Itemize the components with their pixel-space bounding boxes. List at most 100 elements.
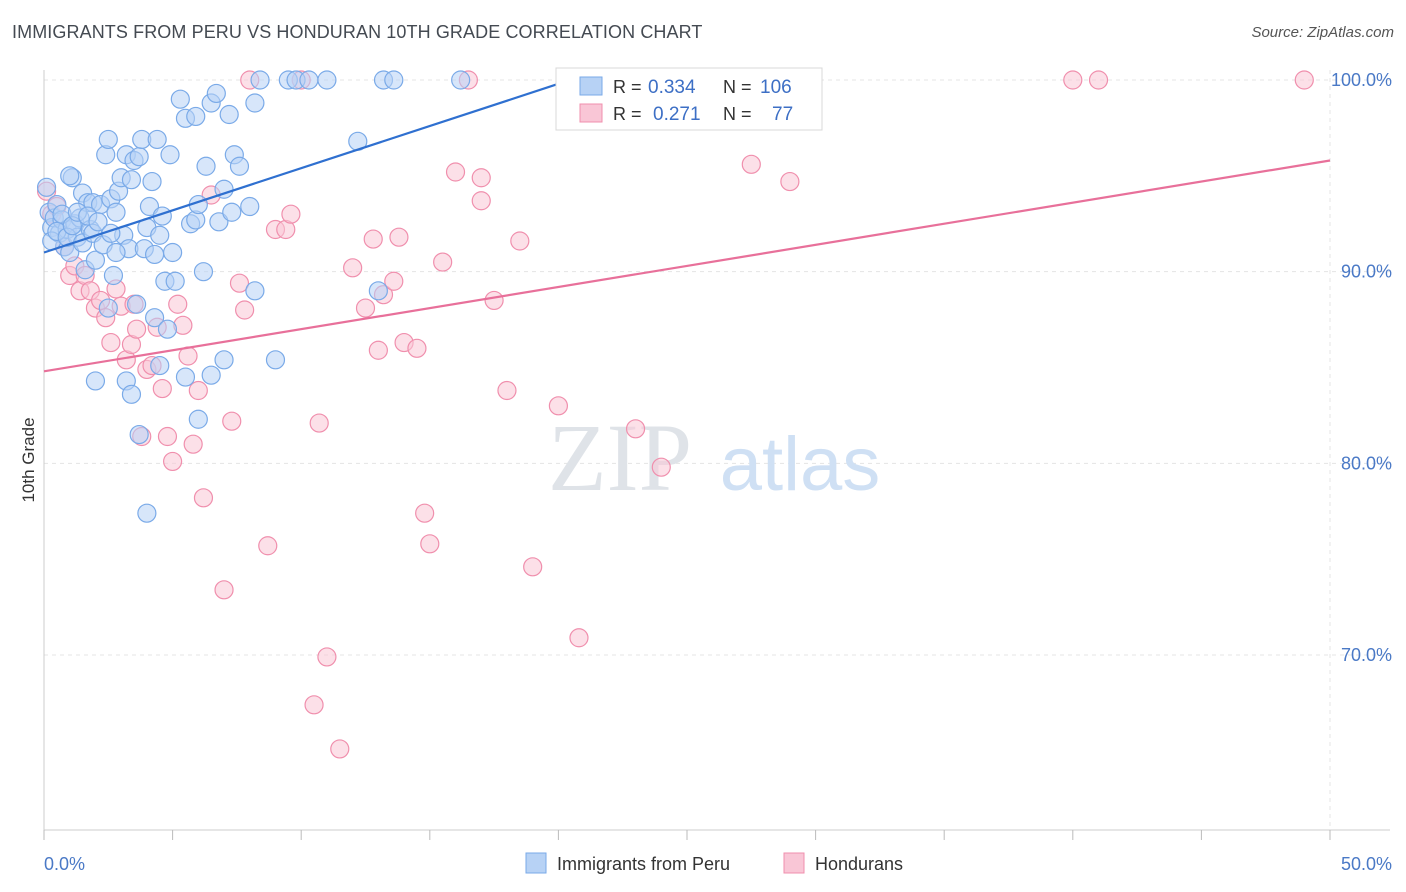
legend-n-value-peru: 106 (760, 77, 792, 98)
x-axis-ticks (43, 830, 1331, 840)
honduran-point-63 (523, 557, 543, 577)
honduran-point-17 (126, 319, 147, 339)
peru-point-77 (144, 308, 165, 328)
peru-point-34 (129, 147, 149, 167)
peru-point-19 (85, 250, 106, 270)
honduran-point-30 (193, 488, 214, 508)
legend-swatch-hondurans (579, 103, 603, 123)
peru-point-65 (317, 70, 337, 90)
bottom-legend-swatch-hondurans (783, 852, 805, 874)
honduran-point-44 (304, 695, 324, 715)
peru-point-0 (36, 177, 57, 197)
peru-point-24 (103, 265, 124, 286)
honduran-point-24 (163, 451, 183, 472)
honduran-point-35 (235, 300, 255, 320)
honduran-point-57 (445, 162, 466, 182)
peru-point-69 (451, 70, 471, 90)
legend-n-label-peru: N = (723, 77, 752, 97)
peru-point-82 (201, 365, 221, 385)
peru-point-40 (144, 244, 165, 265)
peru-point-104 (229, 156, 250, 176)
peru-point-47 (170, 89, 190, 109)
peru-point-85 (265, 350, 286, 370)
peru-point-38 (139, 196, 160, 217)
peru-point-57 (219, 104, 239, 125)
x-tick-label-min: 0.0% (44, 854, 85, 874)
source-credit: Source: ZipAtlas.com (1251, 24, 1394, 41)
honduran-point-51 (389, 227, 409, 247)
peru-point-31 (121, 170, 142, 190)
honduran-point-61 (497, 380, 517, 401)
peru-point-71 (85, 371, 106, 391)
honduran-point-34 (229, 273, 250, 293)
peru-point-22 (98, 129, 118, 150)
peru-point-84 (245, 281, 265, 301)
peru-point-86 (368, 281, 388, 301)
peru-point-72 (98, 298, 118, 318)
legend-n-label-hondurans: N = (723, 104, 752, 124)
honduran-point-33 (222, 411, 242, 431)
trendline-hondurans (43, 159, 1331, 373)
honduran-point-60 (484, 290, 504, 311)
legend-n-value-hondurans: 77 (772, 104, 793, 125)
peru-point-45 (160, 145, 180, 165)
honduran-point-37 (258, 536, 278, 556)
y-tick-label-100: 100.0% (1331, 70, 1392, 90)
peru-point-39 (142, 171, 162, 192)
watermark-atlas: atlas (720, 422, 881, 507)
peru-point-99 (106, 242, 126, 263)
series-hondurans (36, 70, 1314, 759)
peru-point-102 (222, 202, 242, 222)
legend-swatch-peru (579, 76, 603, 96)
honduran-point-64 (548, 396, 569, 416)
peru-point-83 (214, 350, 234, 370)
peru-point-46 (165, 271, 185, 291)
peru-point-42 (150, 225, 170, 245)
peru-point-80 (175, 367, 196, 387)
honduran-point-62 (510, 231, 530, 251)
legend-r-label-hondurans: R = (613, 104, 642, 124)
honduran-point-32 (214, 580, 234, 600)
honduran-point-40 (281, 204, 301, 224)
honduran-point-22 (152, 378, 172, 399)
honduran-point-54 (415, 503, 435, 523)
peru-point-76 (137, 503, 157, 523)
honduran-point-66 (625, 419, 646, 439)
y-tick-labels: 70.0% 80.0% 90.0% 100.0% (1331, 70, 1392, 665)
honduran-point-23 (157, 426, 178, 447)
peru-point-96 (88, 212, 108, 232)
peru-point-41 (147, 129, 167, 150)
honduran-point-42 (309, 413, 329, 433)
y-axis-label: 10th Grade (19, 417, 38, 502)
honduran-point-45 (330, 739, 350, 759)
peru-point-70 (60, 166, 80, 186)
honduran-point-29 (188, 380, 208, 401)
legend-r-label-peru: R = (613, 77, 642, 97)
y-tick-label-70: 70.0% (1341, 645, 1392, 665)
honduran-point-53 (407, 338, 427, 358)
peru-point-100 (163, 242, 183, 263)
honduran-point-73 (1294, 70, 1314, 90)
legend-r-value-peru: 0.334 (648, 77, 696, 98)
x-tick-label-max: 50.0% (1341, 854, 1392, 874)
peru-point-59 (240, 196, 260, 217)
peru-point-52 (193, 262, 214, 282)
legend-r-value-hondurans: 0.271 (653, 104, 701, 125)
peru-point-75 (129, 424, 149, 445)
honduran-point-58 (471, 168, 491, 188)
peru-point-64 (299, 70, 319, 90)
peru-point-56 (214, 179, 234, 199)
bottom-legend: Immigrants from Peru Hondurans (525, 852, 903, 874)
honduran-point-25 (168, 294, 188, 314)
bottom-legend-label-peru: Immigrants from Peru (557, 854, 730, 874)
bottom-legend-label-hondurans: Hondurans (815, 854, 903, 874)
trendline-immigrants-from-peru (43, 82, 559, 254)
bottom-legend-swatch-peru (525, 852, 547, 874)
honduran-point-28 (183, 434, 203, 454)
honduran-point-46 (343, 258, 363, 278)
honduran-point-59 (471, 191, 491, 211)
legend-box: R = 0.334 N = 106 R = 0.271 N = 77 (555, 67, 823, 131)
peru-point-68 (384, 70, 404, 90)
honduran-point-67 (651, 457, 671, 477)
